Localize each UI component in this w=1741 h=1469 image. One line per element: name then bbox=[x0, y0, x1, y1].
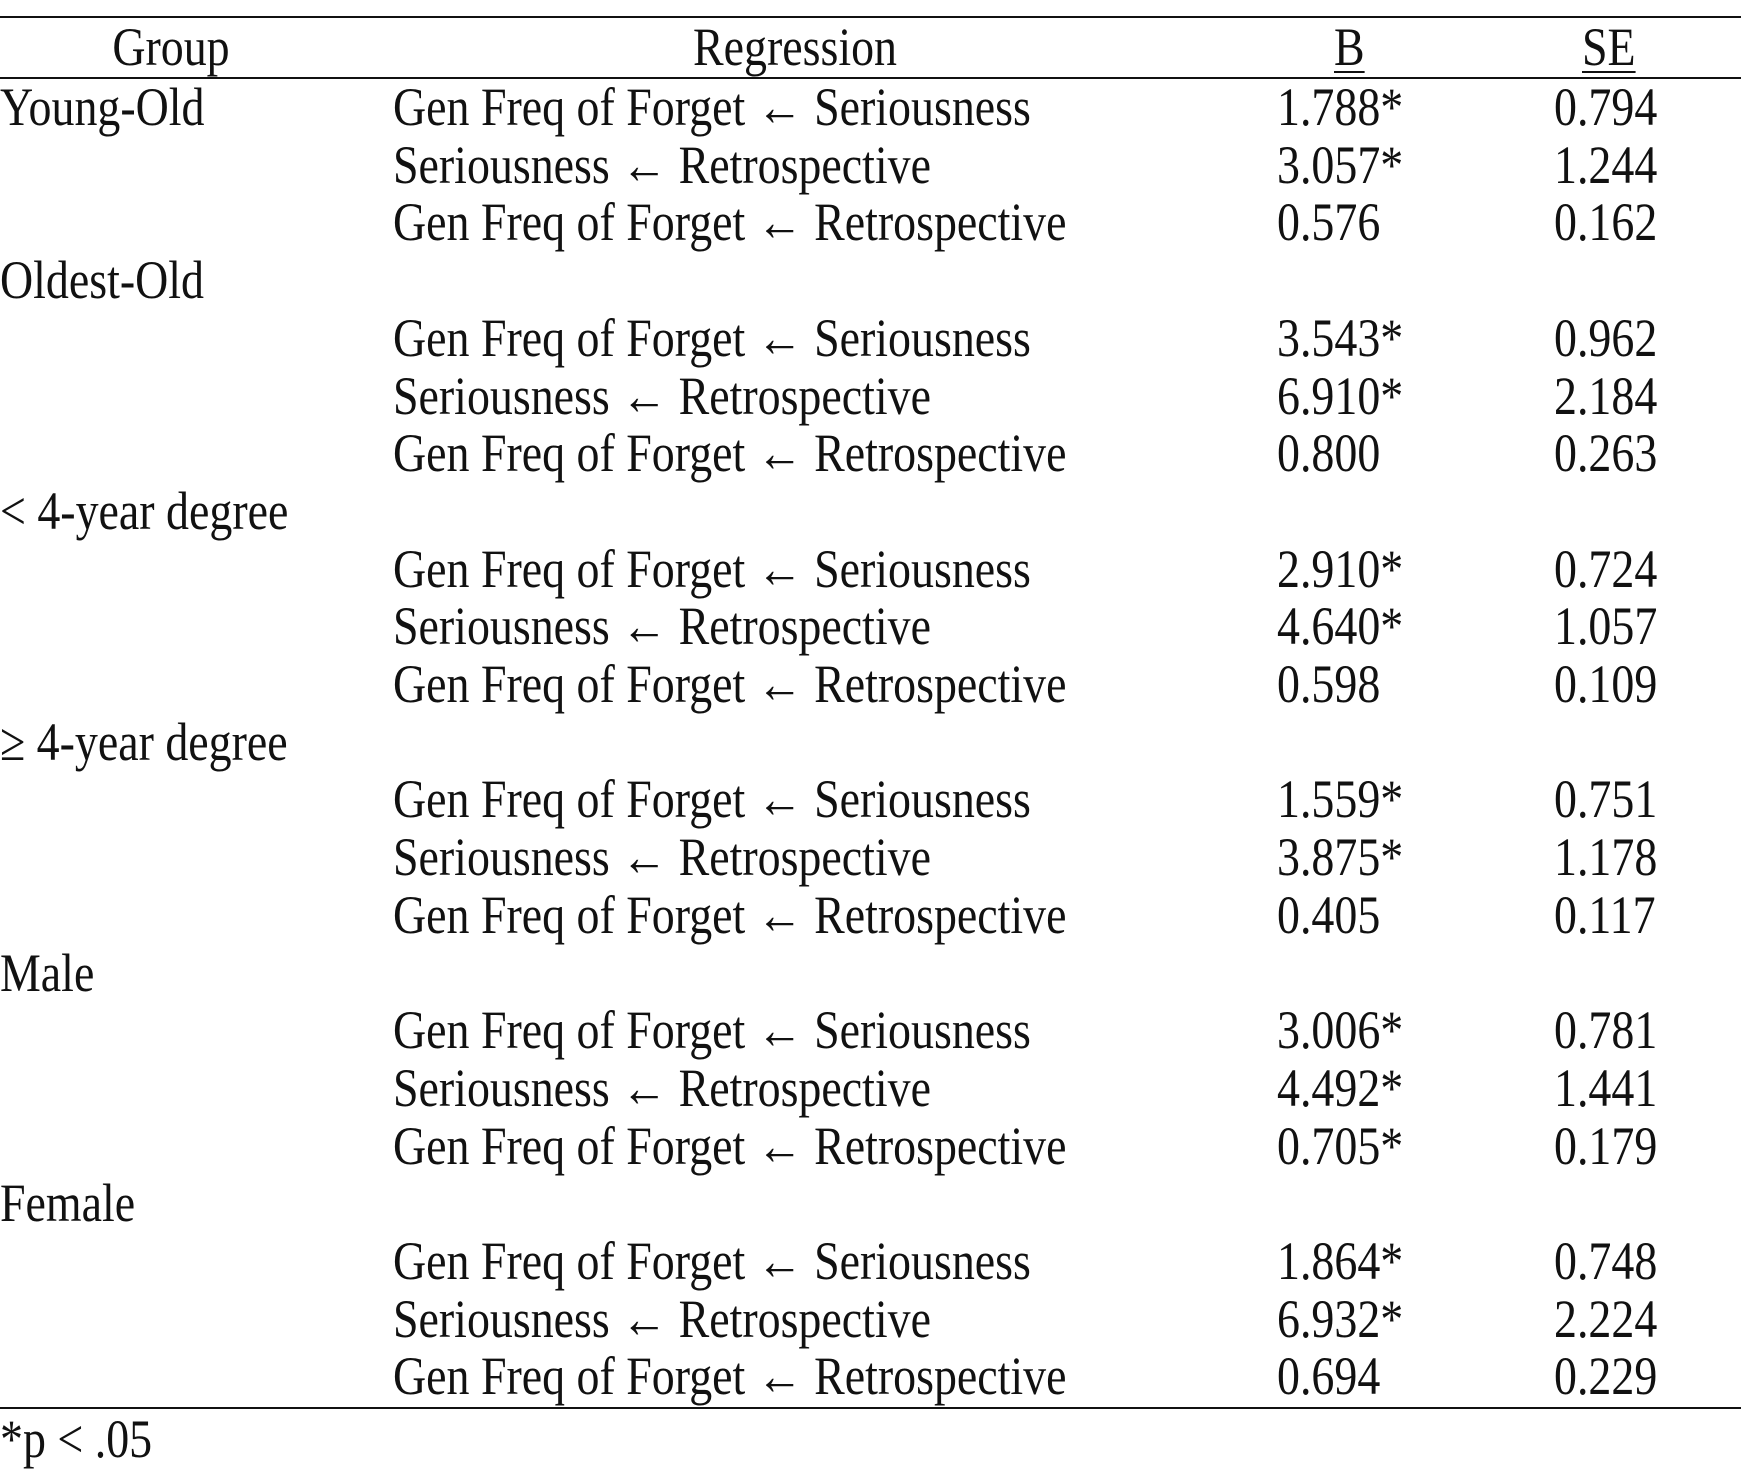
b-value: 0.694 bbox=[1277, 1346, 1381, 1407]
group-label: Oldest-Old bbox=[0, 250, 204, 311]
b-value: 0.576 bbox=[1277, 192, 1381, 253]
se-value: 2.184 bbox=[1554, 365, 1658, 426]
group-label: < 4-year degree bbox=[0, 480, 289, 541]
regression: Gen Freq of Forget ← Retrospective bbox=[393, 1346, 1067, 1407]
regression: Seriousness ← Retrospective bbox=[393, 134, 931, 195]
se-value: 0.229 bbox=[1554, 1346, 1658, 1407]
b-value: 0.705* bbox=[1277, 1115, 1404, 1176]
header-b-text: B bbox=[1334, 17, 1365, 77]
group-label: Male bbox=[0, 942, 95, 1003]
group-label: Female bbox=[0, 1173, 136, 1234]
regression: Gen Freq of Forget ← Retrospective bbox=[393, 192, 1067, 253]
page: {"header": {"group": "Group", "regressio… bbox=[0, 16, 1741, 1468]
regression: Seriousness ← Retrospective bbox=[393, 365, 931, 426]
se-value: 0.781 bbox=[1554, 1000, 1658, 1061]
header-rule bbox=[0, 77, 1741, 79]
regression: Seriousness ← Retrospective bbox=[393, 596, 931, 657]
se-value: 0.748 bbox=[1554, 1231, 1658, 1291]
se-value: 1.244 bbox=[1554, 134, 1658, 195]
b-value: 1.559* bbox=[1277, 769, 1404, 830]
se-value: 0.179 bbox=[1554, 1115, 1658, 1176]
b-value: 4.640* bbox=[1277, 596, 1404, 657]
regression: Gen Freq of Forget ← Seriousness bbox=[393, 538, 1031, 599]
top-rule bbox=[0, 16, 1741, 18]
b-value: 0.405 bbox=[1277, 884, 1381, 945]
b-value: 3.875* bbox=[1277, 827, 1404, 888]
b-value: 3.057* bbox=[1277, 134, 1404, 195]
b-value: 6.932* bbox=[1277, 1288, 1404, 1349]
se-value: 1.178 bbox=[1554, 827, 1658, 888]
regression: Gen Freq of Forget ← Retrospective bbox=[393, 423, 1067, 484]
regression: Gen Freq of Forget ← Seriousness bbox=[393, 77, 1031, 137]
regression: Seriousness ← Retrospective bbox=[393, 1288, 931, 1349]
b-value: 3.006* bbox=[1277, 1000, 1404, 1061]
se-value: 0.117 bbox=[1554, 884, 1656, 945]
header-regression: Regression bbox=[693, 17, 897, 77]
bottom-rule bbox=[0, 1407, 1741, 1409]
se-value: 0.751 bbox=[1554, 769, 1658, 830]
group-label: ≥ 4-year degree bbox=[0, 711, 288, 772]
se-value: 2.224 bbox=[1554, 1288, 1658, 1349]
b-value: 3.543* bbox=[1277, 307, 1404, 368]
regression: Gen Freq of Forget ← Seriousness bbox=[393, 1000, 1031, 1061]
b-value: 0.800 bbox=[1277, 423, 1381, 484]
regression: Gen Freq of Forget ← Seriousness bbox=[393, 769, 1031, 830]
regression: Seriousness ← Retrospective bbox=[393, 827, 931, 888]
b-value: 0.598 bbox=[1277, 654, 1381, 714]
se-value: 1.441 bbox=[1554, 1057, 1658, 1118]
b-value: 4.492* bbox=[1277, 1057, 1404, 1118]
regression: Gen Freq of Forget ← Seriousness bbox=[393, 307, 1031, 368]
b-value: 1.788* bbox=[1277, 77, 1404, 137]
b-value: 2.910* bbox=[1277, 538, 1404, 599]
header-group: Group bbox=[112, 17, 230, 77]
b-value: 1.864* bbox=[1277, 1231, 1404, 1291]
header-se-text: SE bbox=[1582, 17, 1636, 77]
regression: Gen Freq of Forget ← Retrospective bbox=[393, 654, 1067, 714]
header-b: B bbox=[1334, 18, 1365, 76]
regression: Seriousness ← Retrospective bbox=[393, 1057, 931, 1118]
se-value: 0.724 bbox=[1554, 538, 1658, 599]
se-value: 1.057 bbox=[1554, 596, 1658, 657]
se-value: 0.162 bbox=[1554, 192, 1658, 253]
se-value: 0.263 bbox=[1554, 423, 1658, 484]
regression: Gen Freq of Forget ← Retrospective bbox=[393, 884, 1067, 945]
se-value: 0.109 bbox=[1554, 654, 1658, 714]
se-value: 0.794 bbox=[1554, 77, 1658, 137]
header-se: SE bbox=[1582, 18, 1636, 76]
se-value: 0.962 bbox=[1554, 307, 1658, 368]
regression: Gen Freq of Forget ← Seriousness bbox=[393, 1231, 1031, 1291]
regression: Gen Freq of Forget ← Retrospective bbox=[393, 1115, 1067, 1176]
b-value: 6.910* bbox=[1277, 365, 1404, 426]
group-label: Young-Old bbox=[0, 77, 205, 137]
